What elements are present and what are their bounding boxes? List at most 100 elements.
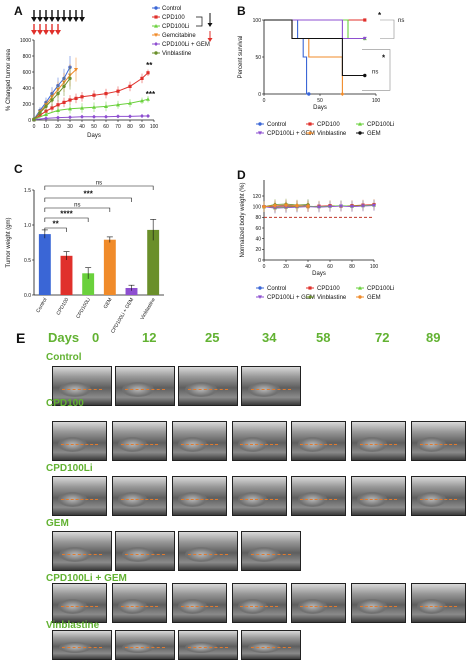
- days-header: Days 0 12 25 34 58 72 89: [0, 330, 474, 352]
- data-point: [339, 204, 343, 209]
- data-point: [74, 96, 78, 100]
- group-label: CPD100: [46, 398, 84, 409]
- x-category-label: CPD100: [56, 297, 71, 317]
- y-tick-label: 1.5: [24, 188, 31, 194]
- data-point: [56, 108, 60, 112]
- ultrasound-image: [411, 476, 466, 516]
- sig-label: ***: [83, 190, 93, 199]
- legend-entry: CPD100: [317, 122, 340, 128]
- ultrasound-image: [291, 421, 347, 461]
- legend-marker: [154, 24, 158, 28]
- data-point: [92, 114, 96, 119]
- data-point: [44, 116, 48, 121]
- ultrasound-image: [241, 630, 301, 660]
- ultrasound-image: [178, 531, 238, 571]
- y-tick-label: 20: [255, 247, 261, 253]
- legend-entry: GEM: [367, 295, 381, 301]
- data-point: [92, 93, 96, 97]
- treatment-arrow-black: [67, 17, 73, 22]
- y-tick-label: 0.0: [24, 293, 31, 299]
- treatment-arrow-black: [73, 17, 79, 22]
- legend-entry: Vinblastine: [317, 295, 347, 301]
- x-tick-label: 50: [317, 98, 323, 104]
- sig-label: ns: [372, 69, 378, 75]
- y-tick-label: 40: [255, 236, 261, 242]
- legend-marker: [154, 51, 158, 55]
- data-point: [361, 204, 365, 209]
- data-point: [262, 204, 266, 209]
- legend-entry: Vinblastine: [162, 51, 192, 57]
- legend-marker: [258, 131, 262, 135]
- bar-vinblastine: [147, 229, 160, 295]
- data-point: [104, 114, 108, 119]
- sig-bracket: [44, 227, 67, 232]
- ultrasound-image: [171, 421, 227, 461]
- data-point: [80, 114, 84, 119]
- data-point: [68, 115, 72, 120]
- x-tick-label: 70: [115, 124, 121, 130]
- x-tick-label: 100: [372, 98, 381, 104]
- data-point: [146, 71, 150, 75]
- legend-entry: CPD100Li + GEM: [267, 131, 315, 137]
- x-tick-label: 60: [103, 124, 109, 130]
- data-point: [50, 106, 54, 110]
- group-label: CPD100Li: [46, 463, 93, 474]
- data-point: [80, 95, 84, 99]
- legend-bracket: [196, 16, 203, 27]
- survival-line-cpd100li_gem: [264, 19, 365, 40]
- data-point: [350, 205, 354, 209]
- data-point: [328, 205, 332, 209]
- x-tick-label: 10: [43, 124, 49, 130]
- legend-marker: [154, 33, 158, 37]
- x-category-label: Vinblastine: [140, 297, 157, 321]
- y-tick-label: 1000: [20, 38, 31, 44]
- data-point: [56, 115, 60, 120]
- legend-marker: [358, 131, 362, 135]
- y-axis-label: Normalized body weight (%): [240, 182, 246, 257]
- y-tick-label: 100: [253, 204, 262, 210]
- survival-end-marker: [362, 36, 367, 41]
- ultrasound-image: [111, 421, 167, 461]
- treatment-arrow-red: [31, 30, 37, 35]
- group-label: Vinblastine: [46, 620, 100, 631]
- x-tick-label: 80: [127, 124, 133, 130]
- x-tick-label: 80: [349, 264, 355, 270]
- treatment-arrow-black: [31, 17, 37, 22]
- legend-marker: [258, 122, 262, 126]
- x-tick-label: 0: [263, 264, 266, 270]
- treatment-arrow-black: [43, 17, 49, 22]
- x-category-label: GEM: [103, 297, 114, 310]
- day-58: 58: [316, 330, 331, 345]
- legend-entry: CPD100Li + GEM: [267, 295, 315, 301]
- survival-end-marker: [340, 92, 345, 96]
- data-point: [56, 103, 60, 107]
- data-point: [62, 84, 66, 89]
- sig-bracket: [44, 185, 154, 190]
- sig-label: ns: [398, 18, 404, 24]
- data-point: [116, 102, 120, 107]
- data-point: [116, 114, 120, 119]
- treatment-arrow-black: [79, 17, 85, 22]
- legend-marker: [358, 122, 362, 126]
- panel-letter-d: D: [237, 168, 246, 182]
- x-tick-label: 0: [33, 124, 36, 130]
- panel-e-ultrasound-grid: E Days 0 12 25 34 58 72 89 Control CPD100…: [0, 330, 474, 663]
- ultrasound-image: [171, 583, 227, 623]
- x-tick-label: 0: [263, 98, 266, 104]
- legend-arrow-black-head: [207, 23, 213, 27]
- sig-bracket: [44, 217, 89, 222]
- day-12: 12: [142, 330, 157, 345]
- y-tick-label: 0: [258, 92, 261, 98]
- treatment-arrow-red: [55, 30, 61, 35]
- x-tick-label: 30: [67, 124, 73, 130]
- chart-c-tumor-weight: 0.0 0.5 1.0 1.5 Tumor weight (gm) Control CPD1…: [6, 181, 164, 335]
- x-tick-label: 100: [150, 124, 159, 130]
- legend-entry: Control: [162, 6, 181, 12]
- y-tick-label: 60: [255, 226, 261, 232]
- treatment-arrow-black: [49, 17, 55, 22]
- ultrasound-image: [241, 531, 301, 571]
- legend-marker: [308, 286, 312, 290]
- treatment-arrow-red: [43, 30, 49, 35]
- ultrasound-image: [411, 583, 466, 623]
- ultrasound-image: [231, 476, 287, 516]
